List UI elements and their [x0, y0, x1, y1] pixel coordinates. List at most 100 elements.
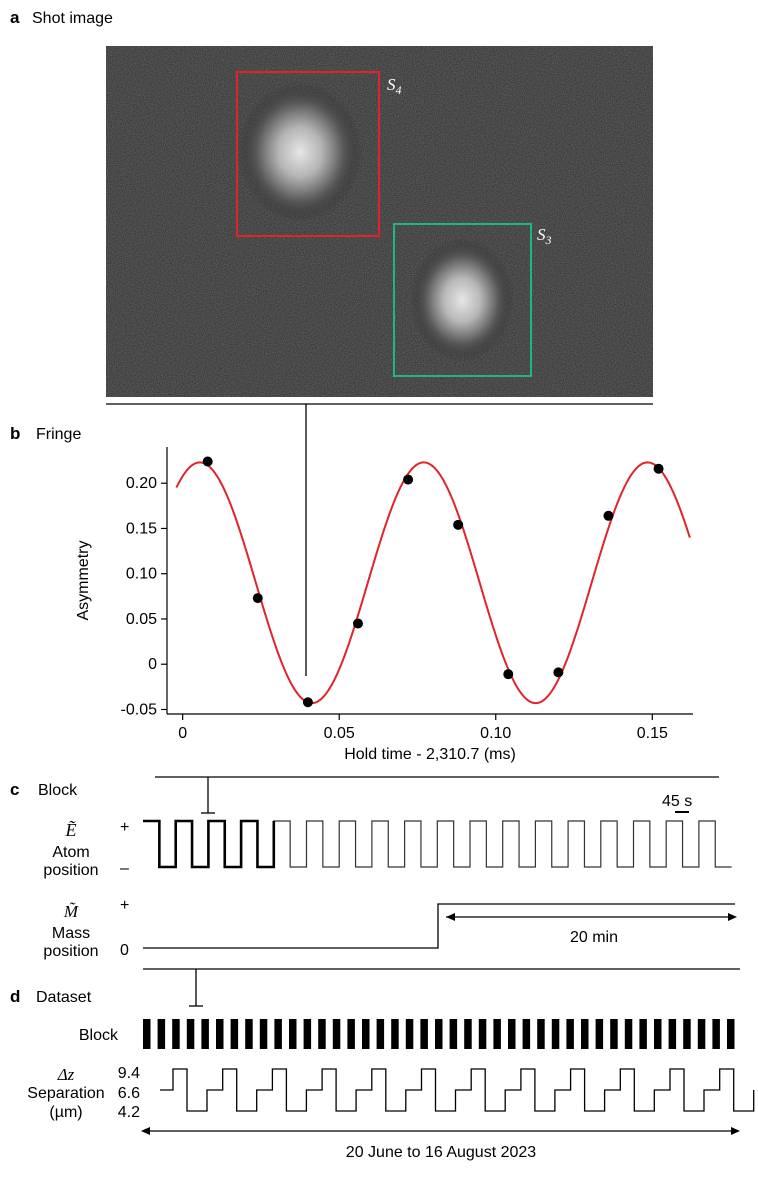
- separation-waveform: [160, 1068, 755, 1112]
- block-bar: [347, 1019, 355, 1049]
- atom-cloud-s3: [410, 238, 514, 362]
- y-axis-label: Asymmetry: [75, 541, 92, 621]
- block-bar: [508, 1019, 516, 1049]
- x-tick-label: 0.10: [480, 725, 511, 742]
- block-bar: [610, 1019, 618, 1049]
- data-point: [302, 697, 313, 708]
- block-bar: [478, 1019, 487, 1049]
- block-bar: [712, 1019, 720, 1049]
- square-wave-highlight: [143, 819, 276, 869]
- separation-label: Separation: [27, 1085, 104, 1102]
- block-bar: [405, 1019, 414, 1049]
- fit-curve-group: [175, 461, 691, 705]
- block-bar: [727, 1019, 735, 1049]
- block-bar: [157, 1019, 166, 1049]
- date-range-label: 20 June to 16 August 2023: [346, 1144, 536, 1161]
- roi-s4-label: S4: [387, 75, 402, 97]
- block-bar: [274, 1019, 282, 1049]
- block-bar: [230, 1019, 239, 1049]
- y-tick-label: 0.10: [126, 566, 157, 583]
- m-plus-label: +: [120, 897, 129, 914]
- fringe-chart: -0.05 0 0.05 0.10 0.15 0.20 0 0.05 0.10 0.15 Hol…: [75, 447, 693, 763]
- panel-c-title: Block: [38, 782, 78, 799]
- panel-d-letter: d: [10, 987, 20, 1006]
- data-points: [202, 456, 664, 708]
- block-bar: [245, 1019, 253, 1049]
- data-point: [352, 618, 363, 629]
- y-tick-label: -0.05: [121, 701, 158, 718]
- data-point: [553, 667, 564, 678]
- mass-position-step: [143, 903, 735, 949]
- mass-label: Mass: [52, 925, 90, 942]
- square-wave-line: [273, 820, 732, 868]
- block-bar: [201, 1019, 209, 1049]
- block-bar: [581, 1019, 589, 1049]
- block-bar: [595, 1019, 604, 1049]
- data-point: [453, 519, 464, 530]
- roi-s4-box: [236, 71, 380, 237]
- delta-z-symbol: Δz: [57, 1065, 75, 1084]
- x-tick-label: 0.05: [324, 725, 355, 742]
- level-high: 9.4: [118, 1065, 140, 1082]
- block-row-label: Block: [79, 1027, 119, 1044]
- level-low: 4.2: [118, 1104, 140, 1121]
- block-bar: [551, 1019, 560, 1049]
- e-minus-label: –: [120, 860, 129, 877]
- panel-a-letter: a: [10, 8, 20, 27]
- m-tilde-symbol: M̃: [63, 902, 79, 921]
- duration-arrow: [446, 913, 737, 921]
- block-bar: [362, 1019, 370, 1049]
- position-label-mass: position: [43, 943, 98, 960]
- block-bar: [624, 1019, 633, 1049]
- block-bar: [435, 1019, 443, 1049]
- y-tick-label: 0.15: [126, 520, 157, 537]
- data-point: [603, 510, 614, 521]
- block-bar: [493, 1019, 501, 1049]
- date-range-arrow: [141, 1127, 740, 1135]
- block-bar: [522, 1019, 531, 1049]
- panel-a-title: Shot image: [32, 10, 113, 27]
- block-bar: [654, 1019, 662, 1049]
- atom-position-waveform: [143, 819, 732, 869]
- data-point: [403, 474, 414, 485]
- block-bar: [537, 1019, 545, 1049]
- block-bar: [143, 1019, 151, 1049]
- y-axis-ticks: -0.05 0 0.05 0.10 0.15 0.20: [121, 475, 167, 718]
- e-tilde-symbol: Ẽ: [65, 820, 77, 840]
- x-axis-ticks: 0 0.05 0.10 0.15: [178, 714, 668, 742]
- block-bar: [420, 1019, 428, 1049]
- panel-b-letter: b: [10, 424, 20, 443]
- chart-axes: [166, 447, 693, 715]
- data-point: [252, 593, 263, 604]
- block-bar: [668, 1019, 677, 1049]
- staircase-line: [160, 1068, 755, 1112]
- block-bar: [186, 1019, 195, 1049]
- block-bar: [303, 1019, 312, 1049]
- panel-b-title: Fringe: [36, 426, 81, 443]
- m-zero-label: 0: [120, 942, 129, 959]
- block-bar: [318, 1019, 326, 1049]
- panel-c-letter: c: [10, 780, 19, 799]
- y-tick-label: 0: [148, 656, 157, 673]
- unit-label: (µm): [49, 1104, 82, 1121]
- roi-s3-label: S3: [537, 225, 552, 247]
- atom-label: Atom: [52, 844, 89, 861]
- y-tick-label: 0.05: [126, 611, 157, 628]
- x-tick-label: 0: [178, 725, 187, 742]
- e-plus-label: +: [120, 819, 129, 836]
- block-bar: [332, 1019, 341, 1049]
- block-bar: [639, 1019, 647, 1049]
- duration-label: 20 min: [570, 929, 618, 946]
- block-bar: [449, 1019, 458, 1049]
- block-bar: [464, 1019, 472, 1049]
- block-bar: [697, 1019, 706, 1049]
- data-point: [503, 669, 514, 680]
- block-bar: [216, 1019, 224, 1049]
- block-bars: [143, 1019, 735, 1049]
- panel-d-title: Dataset: [36, 989, 92, 1006]
- block-bar: [172, 1019, 180, 1049]
- scale-bar-label: 45 s: [662, 793, 692, 810]
- data-point: [653, 463, 664, 474]
- block-bar: [566, 1019, 574, 1049]
